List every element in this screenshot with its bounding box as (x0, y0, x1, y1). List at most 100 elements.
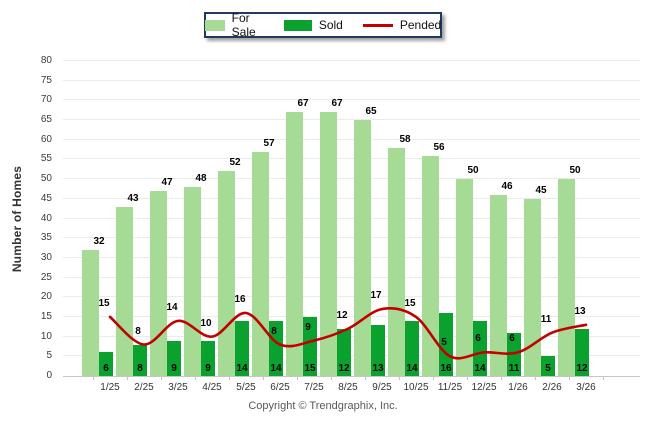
x-axis-tick (331, 376, 332, 380)
x-axis-tick (195, 376, 196, 380)
copyright-text: Copyright © Trendgraphix, Inc. (248, 400, 398, 412)
sold-value-label: 11 (508, 363, 520, 374)
pended-value-label: 15 (98, 297, 110, 309)
legend-item-pended: Pended (362, 18, 442, 32)
grid-line (63, 138, 640, 140)
sold-bar (235, 320, 249, 376)
x-axis-tick (263, 376, 264, 380)
for-sale-bar (82, 250, 99, 376)
for-sale-value-label: 57 (263, 137, 275, 149)
y-axis-labels: 0 5 10 15 20 25 30 35 40 45 50 55 60 65 70 75 80 (0, 55, 57, 381)
for-sale-bar (354, 120, 371, 376)
sold-value-label: 6 (103, 363, 109, 374)
x-axis-tick (501, 376, 502, 380)
pended-value-label: 13 (574, 305, 586, 317)
grid-line (63, 256, 640, 258)
x-tick-label: 5/25 (236, 382, 256, 393)
for-sale-value-label: 46 (501, 180, 513, 192)
for-sale-value-label: 47 (161, 176, 173, 188)
y-tick-label: 50 (40, 173, 52, 185)
pended-value-label: 8 (135, 325, 141, 337)
sold-value-label: 8 (137, 363, 143, 374)
x-tick-label: 12/25 (471, 382, 497, 393)
y-tick-label: 25 (40, 271, 52, 283)
pended-value-label: 14 (166, 301, 178, 313)
x-tick-label: 1/25 (100, 382, 120, 393)
x-tick-label: 11/25 (437, 382, 463, 393)
x-axis-tick (535, 376, 536, 380)
for-sale-bar (150, 190, 167, 376)
x-tick-label: 2/26 (542, 382, 562, 393)
y-tick-label: 5 (46, 350, 52, 362)
sold-bar (439, 313, 453, 376)
for-sale-value-label: 56 (433, 141, 445, 153)
sold-value-label: 5 (545, 363, 551, 374)
sold-value-label: 9 (171, 363, 177, 374)
x-tick-label: 7/25 (304, 382, 324, 393)
sold-value-label: 14 (474, 363, 486, 374)
y-tick-label: 30 (40, 251, 52, 263)
x-axis-tick (467, 376, 468, 380)
legend-label-for-sale: For Sale (231, 11, 256, 39)
x-axis-tick (229, 376, 230, 380)
sold-bar (337, 328, 351, 376)
pended-line-icon (362, 23, 393, 27)
grid-line (63, 197, 640, 199)
y-tick-label: 75 (40, 74, 52, 86)
x-axis-tick (433, 376, 434, 380)
for-sale-bar (524, 198, 541, 376)
sold-bar (99, 352, 113, 376)
grid-line (63, 315, 640, 317)
for-sale-bar (456, 179, 473, 376)
pended-value-label: 15 (404, 297, 416, 309)
y-tick-label: 15 (40, 310, 52, 322)
grid-line (63, 178, 640, 180)
x-axis-tick (603, 376, 604, 380)
y-tick-label: 10 (40, 330, 52, 342)
y-tick-label: 60 (40, 133, 52, 145)
grid-line (63, 217, 640, 219)
for-sale-bar (286, 112, 303, 376)
for-sale-value-label: 43 (127, 192, 139, 204)
for-sale-value-label: 52 (229, 157, 241, 169)
y-tick-label: 65 (40, 114, 52, 126)
grid-line (63, 296, 640, 298)
pended-value-label: 16 (234, 294, 246, 305)
plot-area: 32 6 15 1/25 43 8 8 2/25 47 9 14 3/25 48 9 10 4/25 52 14 1… (63, 60, 640, 393)
for-sale-value-label: 67 (297, 98, 309, 110)
pended-value-label: 8 (271, 325, 277, 337)
pended-value-label: 9 (305, 321, 311, 333)
pended-value-label: 5 (441, 337, 447, 349)
y-tick-label: 40 (40, 212, 52, 224)
y-tick-label: 70 (40, 94, 52, 106)
for-sale-bar (388, 147, 405, 376)
sold-value-label: 12 (576, 363, 588, 374)
y-tick-label: 35 (40, 232, 52, 244)
sold-value-label: 12 (338, 363, 350, 374)
for-sale-value-label: 58 (399, 133, 411, 145)
x-axis-tick (161, 376, 162, 380)
y-tick-label: 55 (40, 153, 52, 165)
sold-bar (167, 340, 181, 376)
grid-line (63, 355, 640, 357)
y-tick-label: 45 (40, 192, 52, 204)
x-tick-label: 6/25 (270, 382, 290, 393)
for-sale-bar (320, 112, 337, 376)
sold-bar (575, 328, 589, 376)
grid-line (63, 60, 640, 61)
legend-label-pended: Pended (399, 18, 442, 32)
grid-line (63, 99, 640, 101)
for-sale-bar (422, 155, 439, 376)
x-tick-label: 10/25 (403, 382, 429, 393)
grid-line (63, 79, 640, 81)
for-sale-value-label: 48 (195, 173, 207, 184)
sold-value-label: 14 (406, 363, 418, 374)
legend-item-for-sale: For Sale (204, 11, 264, 39)
pended-value-label: 17 (370, 290, 382, 302)
for-sale-swatch-icon (204, 19, 225, 31)
for-sale-value-label: 65 (365, 106, 377, 118)
grid-line (63, 335, 640, 337)
sold-value-label: 16 (440, 363, 452, 374)
pended-line (108, 307, 588, 360)
